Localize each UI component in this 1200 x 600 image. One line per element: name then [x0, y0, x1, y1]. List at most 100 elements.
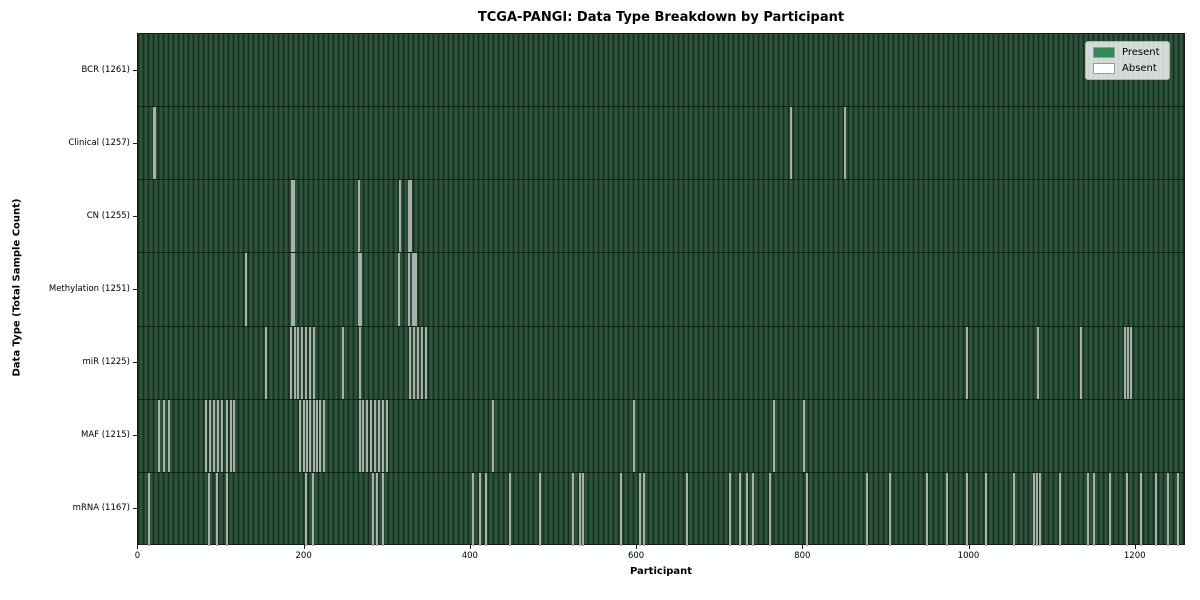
absent-cell: [163, 399, 166, 472]
absent-cell: [789, 107, 792, 180]
y-tick-mark: [133, 508, 137, 510]
absent-cell: [844, 107, 847, 180]
absent-cell: [865, 472, 868, 546]
x-tick-label-200: 200: [295, 551, 312, 561]
y-tick-mark: [133, 215, 137, 217]
absent-cell: [362, 399, 365, 472]
absent-cell: [639, 472, 642, 546]
absent-cell: [509, 472, 512, 546]
absent-cell: [1079, 326, 1082, 399]
y-tick-mark: [133, 362, 137, 364]
absent-cell: [311, 472, 314, 546]
absent-cell: [1035, 472, 1038, 546]
heatmap-row-bcr: [138, 34, 1184, 108]
absent-cell: [217, 399, 220, 472]
absent-cell: [632, 399, 635, 472]
absent-cell: [305, 399, 308, 472]
absent-cell: [359, 253, 362, 326]
absent-cell: [1039, 472, 1042, 546]
absent-cell: [642, 472, 645, 546]
absent-cell: [412, 253, 415, 326]
absent-cell: [375, 472, 378, 546]
absent-cell: [1130, 326, 1133, 399]
absent-cell: [322, 399, 325, 472]
absent-cell: [168, 399, 171, 472]
absent-cell: [292, 180, 295, 253]
chart-title: TCGA-PANGI: Data Type Breakdown by Parti…: [477, 10, 845, 25]
legend-entry-present: Present: [1093, 47, 1160, 58]
absent-cell: [204, 399, 207, 472]
absent-cell: [358, 253, 361, 326]
heatmap-row-mir: [138, 326, 1184, 400]
absent-cell: [1166, 472, 1169, 546]
absent-cell: [1123, 326, 1126, 399]
absent-cell: [1108, 472, 1111, 546]
absent-cell: [341, 326, 344, 399]
absent-cell: [1127, 326, 1130, 399]
legend-swatch-present: [1093, 47, 1115, 58]
legend-label: Absent: [1122, 63, 1157, 74]
y-tick-label-maf: MAF (1215): [80, 430, 130, 441]
absent-cell: [417, 326, 420, 399]
legend-entries: Present Absent: [1093, 47, 1160, 74]
absent-cell: [359, 326, 362, 399]
absent-cell: [478, 472, 481, 546]
absent-cell: [245, 253, 248, 326]
absent-cell: [471, 472, 474, 546]
absent-cell: [415, 253, 418, 326]
absent-cell: [208, 399, 211, 472]
absent-cell: [319, 399, 322, 472]
absent-cell: [225, 399, 228, 472]
absent-cell: [1126, 472, 1129, 546]
absent-cell: [984, 472, 987, 546]
absent-cell: [572, 472, 575, 546]
x-axis-label: Participant: [629, 566, 693, 577]
absent-cell: [382, 472, 385, 546]
heatmap-row-mrna: [138, 472, 1184, 546]
x-tick-mark: [303, 545, 305, 549]
absent-cell: [1139, 472, 1142, 546]
absent-cell: [491, 399, 494, 472]
y-tick-label-mrna: mRNA (1167): [72, 503, 130, 514]
absent-cell: [578, 472, 581, 546]
legend: Present Absent: [1085, 41, 1170, 80]
absent-cell: [412, 326, 415, 399]
absent-cell: [385, 399, 388, 472]
legend-swatch-absent: [1093, 63, 1115, 74]
absent-cell: [225, 472, 228, 546]
y-tick-label-methylation: Methylation (1251): [48, 284, 130, 294]
absent-cell: [292, 253, 295, 326]
absent-cell: [582, 472, 585, 546]
absent-cell: [305, 326, 308, 399]
absent-cell: [685, 472, 688, 546]
absent-cell: [365, 399, 368, 472]
absent-cell: [299, 399, 302, 472]
absent-cell: [232, 399, 235, 472]
absent-cell: [158, 399, 161, 472]
heatmap-row-clinical: [138, 107, 1184, 181]
y-tick-label-bcr: BCR (1261): [81, 64, 131, 75]
heatmap-row-maf: [138, 399, 1184, 473]
absent-cell: [291, 253, 294, 326]
y-tick-mark: [133, 69, 137, 71]
absent-cell: [966, 326, 969, 399]
absent-cell: [372, 472, 375, 546]
absent-cell: [208, 472, 211, 546]
absent-cell: [619, 472, 622, 546]
absent-cell: [291, 180, 294, 253]
absent-cell: [1012, 472, 1015, 546]
absent-cell: [1154, 472, 1157, 546]
x-tick-mark: [1134, 545, 1136, 549]
absent-cell: [229, 399, 232, 472]
absent-cell: [408, 180, 410, 253]
absent-cell: [745, 472, 748, 546]
absent-cell: [152, 107, 155, 180]
absent-cell: [309, 326, 312, 399]
absent-cell: [296, 326, 299, 399]
heatmap-row-cn: [138, 180, 1184, 254]
x-tick-label-400: 400: [461, 551, 478, 561]
absent-cell: [421, 326, 424, 399]
x-tick-mark: [137, 545, 139, 549]
y-tick-mark: [133, 142, 137, 144]
